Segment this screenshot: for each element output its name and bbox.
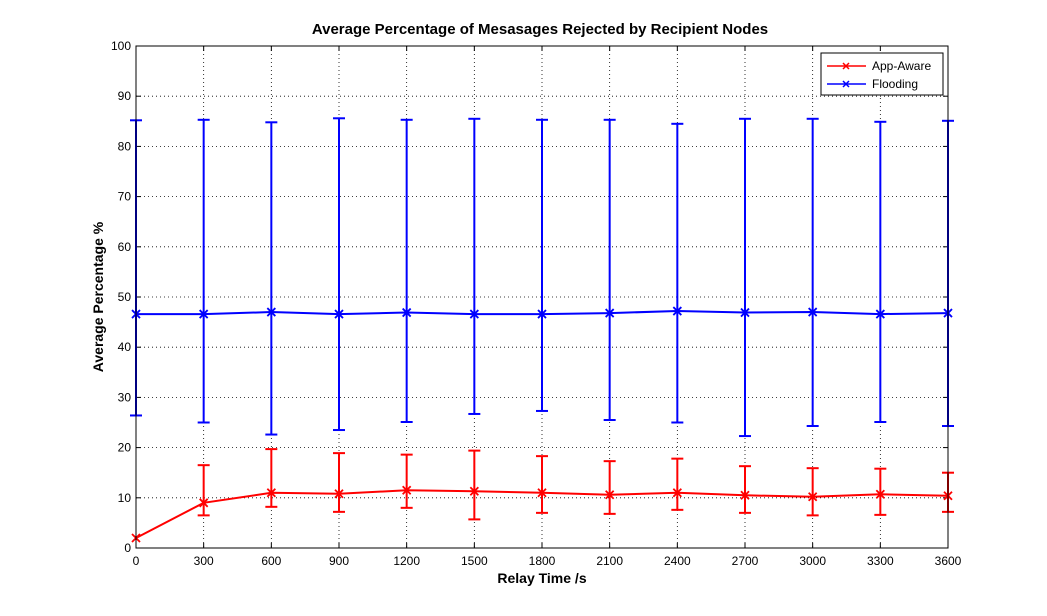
x-tick-label: 2700 [732, 554, 759, 568]
y-tick-label: 100 [111, 39, 131, 53]
plot-frame [135, 45, 949, 549]
legend: App-Aware Flooding [820, 52, 944, 96]
data-point [605, 490, 615, 500]
data-point [875, 309, 885, 319]
y-tick-label: 50 [118, 290, 132, 304]
data-point [266, 488, 276, 498]
x-axis-label: Relay Time /s [497, 570, 586, 586]
legend-box [820, 52, 944, 96]
x-tick-label: 0 [133, 554, 140, 568]
data-point [469, 486, 479, 496]
data-point [266, 307, 276, 317]
data-point [537, 309, 547, 319]
y-tick-label: 10 [118, 491, 132, 505]
y-axis-label: Average Percentage % [90, 221, 106, 372]
data-point [199, 309, 209, 319]
x-tick-label: 2400 [664, 554, 691, 568]
data-point [334, 309, 344, 319]
x-tick-label: 600 [261, 554, 281, 568]
chart-title: Average Percentage of Mesasages Rejected… [312, 21, 768, 38]
axis-ticks: 0 300 600 900 1200 1500 1800 2100 2400 2700 3000 33… [111, 39, 962, 568]
data-point [199, 498, 209, 508]
x-tick-label: 1200 [393, 554, 420, 568]
x-tick-label: 3300 [867, 554, 894, 568]
x-tick-label: 1800 [529, 554, 556, 568]
x-tick-label: 2100 [596, 554, 623, 568]
y-tick-label: 60 [118, 240, 132, 254]
legend-label-app-aware: App-Aware [872, 59, 931, 73]
legend-marker-flooding [842, 80, 850, 88]
x-tick-label: 300 [194, 554, 214, 568]
data-point [740, 490, 750, 500]
x-tick-label: 3000 [799, 554, 826, 568]
data-point [740, 307, 750, 318]
legend-label-flooding: Flooding [872, 77, 918, 91]
y-tick-label: 30 [118, 390, 132, 404]
data-point [334, 489, 344, 499]
series-app-aware [131, 448, 954, 543]
x-tick-label: 900 [329, 554, 349, 568]
y-tick-label: 20 [118, 441, 132, 455]
y-tick-label: 90 [118, 89, 132, 103]
legend-marker-app-aware [842, 62, 850, 70]
data-point [672, 488, 682, 498]
y-tick-label: 70 [118, 190, 132, 204]
y-tick-label: 80 [118, 139, 132, 153]
data-point [875, 489, 885, 499]
data-point [402, 485, 412, 495]
data-point [808, 492, 818, 502]
data-point [537, 488, 547, 498]
data-point [402, 307, 412, 318]
y-tick-label: 40 [118, 340, 132, 354]
x-tick-label: 1500 [461, 554, 488, 568]
data-point [605, 308, 615, 318]
data-point [672, 306, 682, 316]
data-point [469, 309, 479, 319]
y-tick-label: 0 [124, 541, 131, 555]
x-tick-label: 3600 [935, 554, 962, 568]
data-point [808, 307, 818, 317]
